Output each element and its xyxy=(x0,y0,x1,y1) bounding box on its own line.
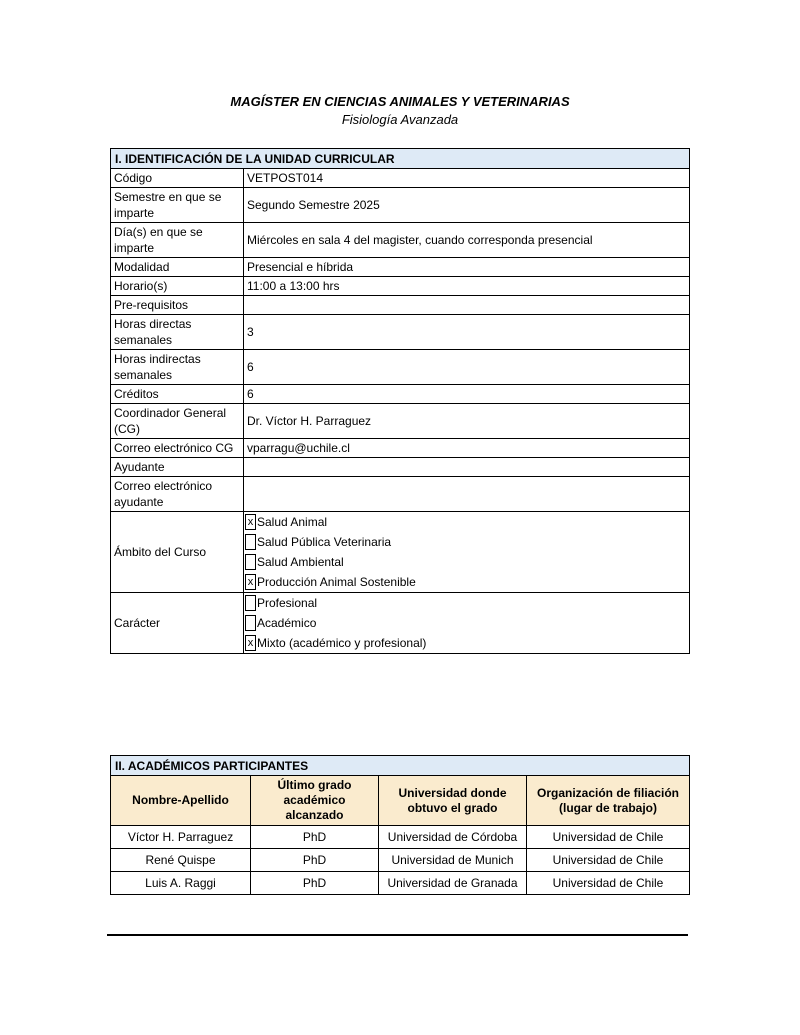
section1-header: I. IDENTIFICACIÓN DE LA UNIDAD CURRICULA… xyxy=(109,148,691,169)
academic-cell: Universidad de Chile xyxy=(526,871,690,895)
academic-row: Víctor H. Parraguez PhD Universidad de Cór… xyxy=(110,825,690,849)
academic-row: Luis A. Raggi PhD Universidad de Granada Un… xyxy=(110,871,690,895)
field-label: Día(s) en que se imparte xyxy=(110,222,244,258)
column-header: Nombre-Apellido xyxy=(110,775,251,826)
option-label: Profesional xyxy=(257,596,318,610)
section1-header-row: I. IDENTIFICACIÓN DE LA UNIDAD CURRICULA… xyxy=(109,148,691,169)
field-label: Correo electrónico ayudante xyxy=(110,476,244,512)
option-row: Académico xyxy=(245,613,689,633)
field-value: Miércoles en sala 4 del magister, cuando… xyxy=(242,222,691,258)
field-value: VETPOST014 xyxy=(242,168,691,188)
checkbox-unchecked-icon[interactable] xyxy=(245,554,256,570)
option-label: Mixto (académico y profesional) xyxy=(257,636,427,650)
option-row: Profesional xyxy=(245,594,689,614)
academic-cell: Luis A. Raggi xyxy=(110,871,251,895)
field-label: Correo electrónico CG xyxy=(110,438,244,458)
academic-cell: Universidad de Chile xyxy=(526,848,690,872)
field-label: Horas indirectas semanales xyxy=(110,349,244,385)
academic-cell: Universidad de Córdoba xyxy=(378,825,527,849)
field-label: Pre-requisitos xyxy=(110,295,244,315)
academic-cell: Víctor H. Parraguez xyxy=(110,825,251,849)
academic-cell: Universidad de Munich xyxy=(378,848,527,872)
identification-table: I. IDENTIFICACIÓN DE LA UNIDAD CURRICULA… xyxy=(109,148,691,654)
field-label: Horario(s) xyxy=(110,276,244,296)
academic-cell: Universidad de Chile xyxy=(526,825,690,849)
checkbox-unchecked-icon[interactable] xyxy=(245,595,256,611)
checkbox-unchecked-icon[interactable] xyxy=(245,534,256,550)
option-row: x Mixto (académico y profesional) xyxy=(245,633,689,653)
field-row: Ayudante xyxy=(110,457,691,477)
academics-table: II. ACADÉMICOS PARTICIPANTES Nombre-Apel… xyxy=(110,755,690,895)
column-header: Organización de filiación (lugar de trab… xyxy=(526,775,690,826)
caracter-options-cell: Profesional Académico x Mixto (académico y … xyxy=(242,592,691,654)
field-row: Código VETPOST014 xyxy=(110,168,691,188)
caracter-checkgroup: Profesional Académico x Mixto (académico y … xyxy=(245,594,689,653)
option-label: Salud Ambiental xyxy=(257,555,344,569)
checkbox-checked-icon[interactable]: x xyxy=(245,514,256,530)
field-value: 3 xyxy=(242,314,691,350)
option-row: Salud Pública Veterinaria xyxy=(245,532,689,552)
field-value xyxy=(242,476,691,512)
checkbox-checked-icon[interactable]: x xyxy=(245,635,256,651)
field-row: Créditos 6 xyxy=(110,384,691,404)
field-label: Ayudante xyxy=(110,457,244,477)
field-value: 6 xyxy=(242,349,691,385)
academic-cell: René Quispe xyxy=(110,848,251,872)
field-label: Horas directas semanales xyxy=(110,314,244,350)
field-row: Coordinador General (CG) Dr. Víctor H. Pa… xyxy=(110,403,691,439)
field-row: Día(s) en que se imparte Miércoles en sal… xyxy=(110,222,691,258)
academic-cell: PhD xyxy=(250,871,379,895)
checkbox-checked-icon[interactable]: x xyxy=(245,574,256,590)
ambito-row: Ámbito del Curso x Salud Animal Salud Públ… xyxy=(110,511,691,593)
field-label: Semestre en que se imparte xyxy=(110,187,244,223)
academic-cell: PhD xyxy=(250,848,379,872)
column-header-row: Nombre-Apellido Último grado académico al… xyxy=(110,775,690,826)
field-label: Código xyxy=(110,168,244,188)
field-row: Horas indirectas semanales 6 xyxy=(110,349,691,385)
field-row: Pre-requisitos xyxy=(110,295,691,315)
option-row: x Producción Animal Sostenible xyxy=(245,572,689,592)
field-row: Correo electrónico ayudante xyxy=(110,476,691,512)
field-value xyxy=(242,457,691,477)
field-value: 11:00 a 13:00 hrs xyxy=(242,276,691,296)
caracter-row: Carácter Profesional Académico x Mixto (aca… xyxy=(110,592,691,654)
field-label: Coordinador General (CG) xyxy=(110,403,244,439)
option-label: Académico xyxy=(257,616,317,630)
field-value: Segundo Semestre 2025 xyxy=(242,187,691,223)
checkbox-unchecked-icon[interactable] xyxy=(245,615,256,631)
field-row: Horas directas semanales 3 xyxy=(110,314,691,350)
option-row: x Salud Animal xyxy=(245,513,689,533)
field-row: Modalidad Presencial e híbrida xyxy=(110,257,691,277)
academic-cell: Universidad de Granada xyxy=(378,871,527,895)
field-value: vparragu@uchile.cl xyxy=(242,438,691,458)
option-label: Salud Pública Veterinaria xyxy=(257,535,392,549)
academic-cell: PhD xyxy=(250,825,379,849)
column-header: Universidad donde obtuvo el grado xyxy=(378,775,527,826)
footer-divider xyxy=(107,934,688,936)
ambito-options-cell: x Salud Animal Salud Pública Veterinaria Sa… xyxy=(242,511,691,593)
field-label: Créditos xyxy=(110,384,244,404)
ambito-checkgroup: x Salud Animal Salud Pública Veterinaria Sa… xyxy=(245,513,689,592)
option-label: Salud Animal xyxy=(257,515,328,529)
field-row: Correo electrónico CG vparragu@uchile.cl xyxy=(110,438,691,458)
ambito-label: Ámbito del Curso xyxy=(110,511,244,593)
field-row: Semestre en que se imparte Segundo Semest… xyxy=(110,187,691,223)
field-row: Horario(s) 11:00 a 13:00 hrs xyxy=(110,276,691,296)
section2-header-row: II. ACADÉMICOS PARTICIPANTES xyxy=(110,755,690,776)
section2-header: II. ACADÉMICOS PARTICIPANTES xyxy=(110,755,690,776)
caracter-label: Carácter xyxy=(110,592,244,654)
column-header: Último grado académico alcanzado xyxy=(250,775,379,826)
field-value: Dr. Víctor H. Parraguez xyxy=(242,403,691,439)
doc-title: MAGÍSTER EN CIENCIAS ANIMALES Y VETERINA… xyxy=(230,94,570,109)
academic-row: René Quispe PhD Universidad de Munich Unive… xyxy=(110,848,690,872)
option-row: Salud Ambiental xyxy=(245,552,689,572)
doc-subtitle: Fisiología Avanzada xyxy=(341,112,459,127)
option-label: Producción Animal Sostenible xyxy=(257,575,416,589)
field-value: 6 xyxy=(242,384,691,404)
field-value: Presencial e híbrida xyxy=(242,257,691,277)
field-label: Modalidad xyxy=(110,257,244,277)
field-value xyxy=(242,295,691,315)
